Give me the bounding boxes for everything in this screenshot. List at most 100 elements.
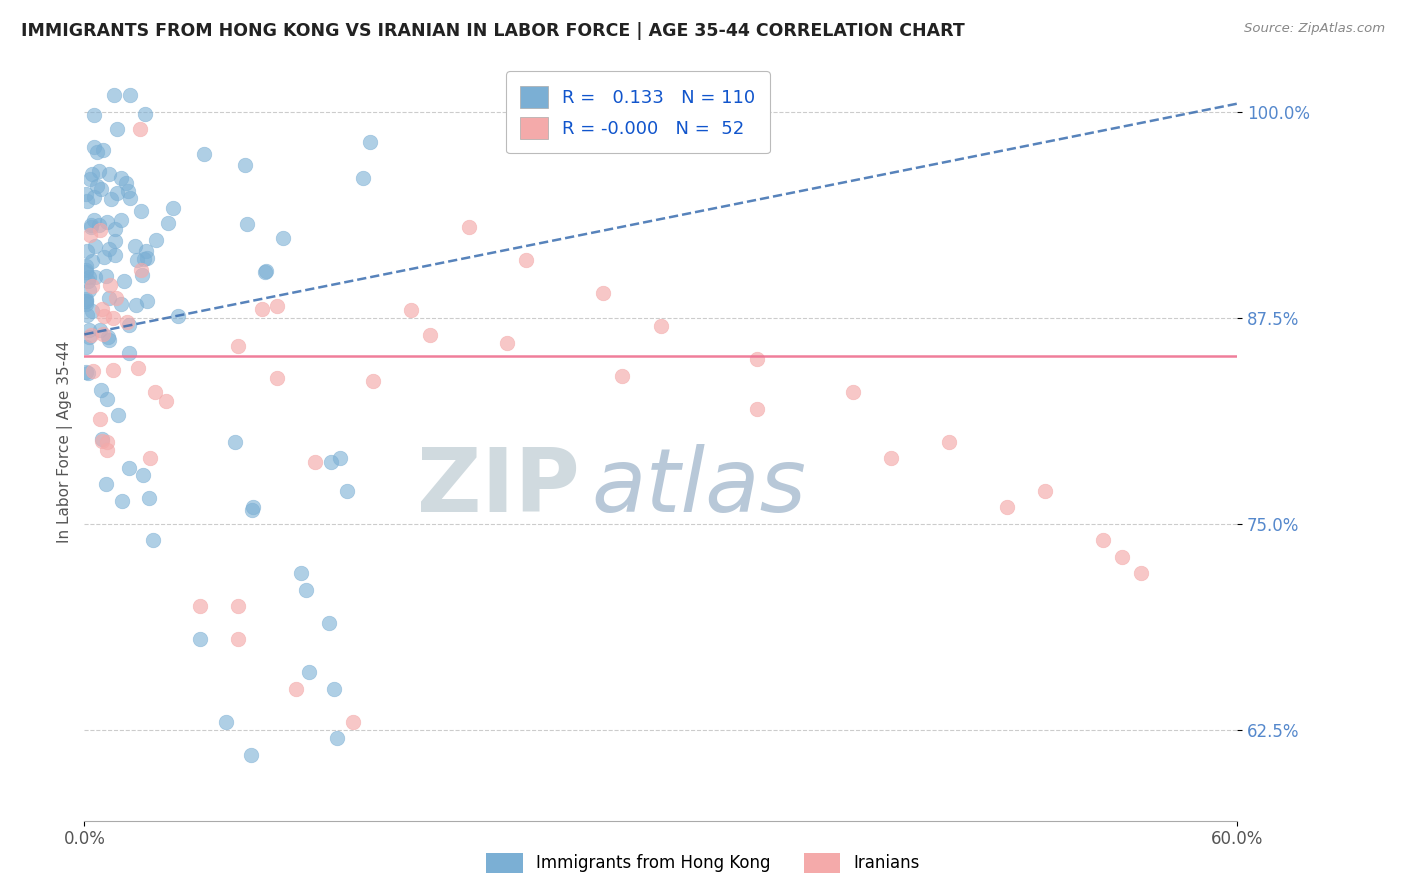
- Point: [91, 302, 114, 317]
- Point: [82, 279, 104, 293]
- Point: [145, 233, 167, 247]
- Point: [995, 500, 1018, 515]
- Point: [419, 328, 441, 343]
- Point: [94, 268, 117, 283]
- Point: [226, 339, 249, 353]
- Point: [103, 88, 125, 103]
- Point: [399, 302, 422, 317]
- Point: [880, 450, 903, 465]
- Point: [352, 171, 374, 186]
- Point: [745, 401, 768, 416]
- Point: [105, 122, 128, 136]
- Point: [104, 234, 127, 248]
- Point: [112, 274, 135, 288]
- Legend: R =   0.133   N = 110, R = -0.000   N =  52: R = 0.133 N = 110, R = -0.000 N = 52: [506, 71, 769, 153]
- Point: [226, 599, 249, 614]
- Point: [592, 286, 614, 301]
- Point: [132, 252, 155, 266]
- Text: IMMIGRANTS FROM HONG KONG VS IRANIAN IN LABOR FORCE | AGE 35-44 CORRELATION CHAR: IMMIGRANTS FROM HONG KONG VS IRANIAN IN …: [21, 22, 965, 40]
- Point: [135, 244, 157, 258]
- Point: [86, 178, 108, 193]
- Point: [224, 434, 246, 449]
- Point: [75, 365, 97, 379]
- Point: [89, 323, 111, 337]
- Point: [650, 319, 672, 334]
- Point: [127, 360, 149, 375]
- Point: [84, 239, 107, 253]
- Point: [110, 171, 132, 186]
- Point: [166, 309, 188, 323]
- Point: [612, 368, 634, 383]
- Point: [100, 192, 122, 206]
- Point: [79, 270, 101, 285]
- Point: [93, 309, 115, 323]
- Text: atlas: atlas: [592, 444, 807, 530]
- Point: [361, 374, 384, 388]
- Point: [236, 217, 259, 231]
- Point: [193, 147, 215, 161]
- Point: [226, 632, 249, 647]
- Point: [111, 494, 134, 508]
- Point: [323, 681, 346, 696]
- Point: [83, 212, 105, 227]
- Point: [75, 259, 97, 273]
- Point: [128, 121, 150, 136]
- Point: [104, 222, 127, 236]
- Point: [80, 218, 103, 232]
- Legend: Immigrants from Hong Kong, Iranians: Immigrants from Hong Kong, Iranians: [479, 847, 927, 880]
- Point: [79, 328, 101, 343]
- Point: [266, 299, 288, 313]
- Point: [326, 731, 349, 746]
- Point: [75, 297, 97, 311]
- Point: [83, 269, 105, 284]
- Point: [1033, 483, 1056, 498]
- Point: [82, 167, 104, 181]
- Point: [318, 615, 340, 630]
- Point: [745, 352, 768, 367]
- Point: [77, 283, 100, 297]
- Point: [117, 315, 139, 329]
- Point: [1111, 549, 1133, 564]
- Point: [162, 201, 184, 215]
- Point: [93, 250, 115, 264]
- Point: [120, 191, 142, 205]
- Point: [75, 292, 97, 306]
- Point: [188, 632, 211, 647]
- Point: [101, 363, 124, 377]
- Point: [90, 432, 112, 446]
- Point: [138, 491, 160, 506]
- Text: Source: ZipAtlas.com: Source: ZipAtlas.com: [1244, 22, 1385, 36]
- Point: [86, 145, 108, 160]
- Point: [110, 213, 132, 227]
- Point: [329, 450, 352, 465]
- Point: [842, 385, 865, 400]
- Point: [120, 88, 142, 103]
- Point: [118, 346, 141, 360]
- Point: [496, 335, 519, 350]
- Point: [1130, 566, 1153, 581]
- Point: [129, 263, 152, 277]
- Point: [76, 244, 98, 258]
- Point: [77, 366, 100, 380]
- Point: [118, 461, 141, 475]
- Point: [79, 228, 101, 243]
- Point: [136, 251, 159, 265]
- Point: [93, 327, 115, 342]
- Point: [136, 294, 159, 309]
- Point: [82, 253, 104, 268]
- Point: [271, 231, 294, 245]
- Point: [938, 434, 960, 449]
- Point: [75, 263, 97, 277]
- Point: [134, 107, 156, 121]
- Point: [82, 363, 104, 377]
- Point: [115, 176, 138, 190]
- Point: [290, 566, 312, 581]
- Point: [105, 186, 128, 200]
- Point: [125, 252, 148, 267]
- Y-axis label: In Labor Force | Age 35-44: In Labor Force | Age 35-44: [58, 341, 73, 542]
- Point: [89, 412, 111, 426]
- Point: [97, 167, 120, 181]
- Point: [118, 318, 141, 332]
- Point: [336, 483, 359, 498]
- Point: [104, 248, 127, 262]
